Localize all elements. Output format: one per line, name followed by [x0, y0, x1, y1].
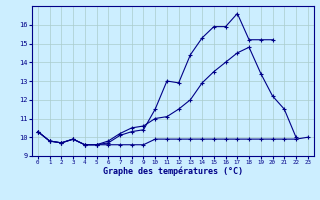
- X-axis label: Graphe des températures (°C): Graphe des températures (°C): [103, 167, 243, 176]
